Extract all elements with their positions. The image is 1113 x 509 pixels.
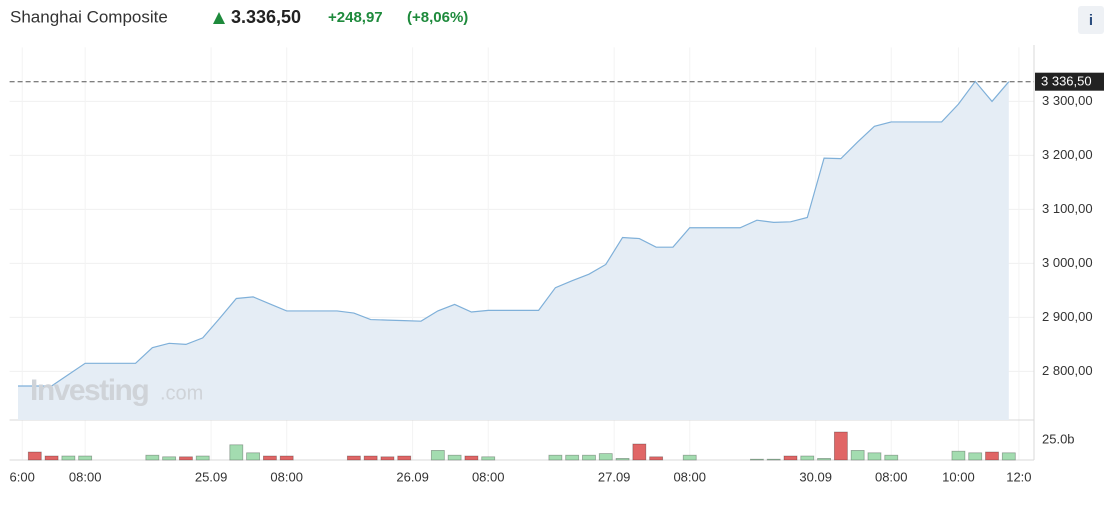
watermark: Investing <box>30 374 148 407</box>
volume-bar <box>229 444 244 461</box>
volume-bar <box>817 457 831 461</box>
change: +248,97 <box>328 9 383 26</box>
up-arrow <box>213 12 225 24</box>
volume-bar <box>397 455 412 461</box>
volume-bar <box>800 455 815 461</box>
volume-bar <box>78 455 93 461</box>
volume-bar <box>682 454 697 461</box>
last-price-label: 3 336,50 <box>1041 74 1092 89</box>
volume-bar <box>27 451 42 461</box>
volume-bar <box>179 456 193 461</box>
volume-bar <box>145 454 160 461</box>
x-tick-label: 08:00 <box>673 469 706 484</box>
volume-bar <box>195 455 210 461</box>
x-tick-label: 08:00 <box>69 469 102 484</box>
x-tick-label: 6:00 <box>10 469 35 484</box>
volume-bar <box>632 443 647 461</box>
volume-bar <box>1001 452 1016 461</box>
x-tick-label: 30.09 <box>799 469 832 484</box>
volume-bar <box>582 454 596 461</box>
volume-bar <box>750 458 764 461</box>
x-tick-label: 25.09 <box>195 469 228 484</box>
volume-bar <box>884 454 899 461</box>
volume-bar <box>262 455 277 461</box>
volume-bar <box>850 449 865 461</box>
volume-bar <box>867 452 882 461</box>
x-tick-label: 12:0 <box>1006 469 1031 484</box>
x-tick-label: 10:00 <box>942 469 975 484</box>
y-tick-label: 2 900,00 <box>1042 309 1093 324</box>
info-button[interactable] <box>1078 6 1104 34</box>
volume-bar <box>598 453 613 461</box>
volume-bar <box>968 452 983 461</box>
volume-bar <box>346 455 361 461</box>
volume-bar <box>615 457 630 461</box>
volume-bar <box>565 454 580 461</box>
y-tick-label: 3 200,00 <box>1042 147 1093 162</box>
y-tick-label: 3 000,00 <box>1042 255 1093 270</box>
area <box>17 81 1009 421</box>
volume-bar <box>464 455 479 461</box>
info-icon[interactable]: i <box>1089 12 1093 29</box>
x-tick-label: 08:00 <box>875 469 908 484</box>
y-tick-label: 3 300,00 <box>1042 93 1093 108</box>
y-tick-label: 2 800,00 <box>1042 363 1093 378</box>
line <box>17 80 1010 387</box>
volume-bar <box>363 455 378 461</box>
volume-bar <box>380 456 395 461</box>
y-tick-label: 25.0b <box>1042 431 1075 446</box>
volume-bar <box>447 454 462 461</box>
watermark: .com <box>160 382 203 404</box>
x-tick-label: 08:00 <box>472 469 505 484</box>
change-pct: (+8,06%) <box>407 9 468 26</box>
volume-bar <box>279 455 294 461</box>
volume-bar <box>548 454 563 461</box>
volume-bar <box>246 452 261 461</box>
volume-bar <box>985 451 999 461</box>
y-tick-label: 3 100,00 <box>1042 201 1093 216</box>
volume-bar <box>783 455 798 461</box>
volume-bar <box>766 458 781 461</box>
volume-bar <box>833 431 848 461</box>
volume-bar <box>649 456 664 461</box>
volume-bar <box>430 449 445 461</box>
volume-bar <box>61 455 76 461</box>
last-price-tag <box>1035 72 1104 91</box>
volume-bar <box>481 456 496 461</box>
price: 3.336,50 <box>231 7 301 27</box>
x-tick-label: 27.09 <box>598 469 631 484</box>
chart-title: Shanghai Composite <box>10 7 168 26</box>
volume-bar <box>44 455 59 461</box>
volume-bar <box>951 450 966 461</box>
x-tick-label: 08:00 <box>270 469 303 484</box>
x-tick-label: 26.09 <box>396 469 429 484</box>
volume-bar <box>162 456 177 461</box>
